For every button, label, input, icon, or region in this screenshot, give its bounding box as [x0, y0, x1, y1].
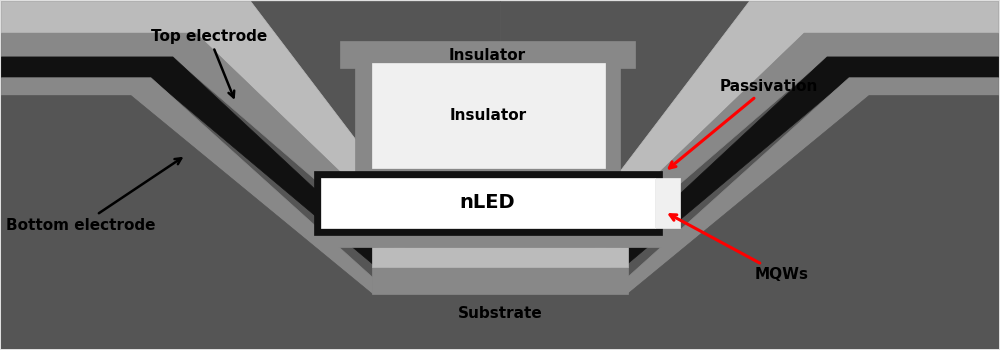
- Polygon shape: [628, 78, 999, 294]
- Polygon shape: [1, 1, 500, 349]
- Polygon shape: [628, 96, 999, 349]
- Text: Top electrode: Top electrode: [151, 29, 267, 97]
- Text: MQWs: MQWs: [670, 215, 808, 282]
- Polygon shape: [612, 57, 999, 277]
- Text: Insulator: Insulator: [450, 108, 527, 123]
- Text: nLED: nLED: [460, 193, 515, 212]
- Polygon shape: [372, 247, 628, 267]
- Polygon shape: [372, 294, 628, 349]
- Polygon shape: [314, 171, 662, 235]
- Text: Bottom electrode: Bottom electrode: [6, 158, 181, 232]
- Polygon shape: [655, 178, 680, 228]
- Polygon shape: [1, 1, 405, 235]
- Text: Substrate: Substrate: [458, 306, 542, 321]
- Polygon shape: [1, 78, 372, 294]
- Polygon shape: [340, 41, 635, 68]
- Polygon shape: [500, 1, 999, 349]
- Polygon shape: [1, 96, 372, 349]
- Polygon shape: [372, 267, 628, 294]
- Polygon shape: [1, 57, 388, 277]
- Text: Insulator: Insulator: [449, 48, 526, 63]
- Polygon shape: [321, 228, 680, 247]
- Polygon shape: [355, 46, 620, 178]
- Text: Passivation: Passivation: [669, 79, 818, 168]
- Polygon shape: [595, 33, 999, 257]
- Polygon shape: [321, 178, 655, 228]
- Polygon shape: [1, 33, 405, 257]
- Polygon shape: [595, 1, 999, 235]
- Polygon shape: [372, 63, 605, 168]
